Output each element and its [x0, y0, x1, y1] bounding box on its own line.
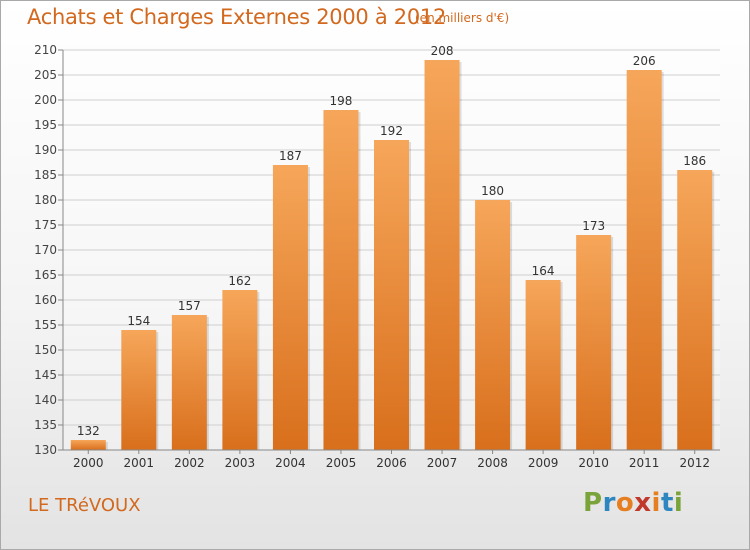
bar-2009: [525, 280, 561, 450]
y-tick-label: 180: [34, 193, 57, 207]
proxiti-logo: Proxiti: [583, 488, 684, 518]
y-tick-label: 170: [34, 243, 57, 257]
y-tick-label: 135: [34, 418, 57, 432]
y-tick-label: 140: [34, 393, 57, 407]
value-label: 186: [683, 154, 706, 168]
x-tick-label: 2010: [578, 456, 609, 470]
chart-title: Achats et Charges Externes 2000 à 2012: [27, 5, 447, 29]
y-tick-label: 165: [34, 268, 57, 282]
y-tick-label: 130: [34, 443, 57, 457]
y-tick-label: 145: [34, 368, 57, 382]
value-label: 192: [380, 124, 403, 138]
x-tick-label: 2009: [528, 456, 559, 470]
bar-2008: [475, 200, 511, 450]
y-tick-label: 185: [34, 168, 57, 182]
place-name: LE TRéVOUX: [28, 495, 141, 516]
bar-2001: [121, 330, 157, 450]
y-tick-label: 205: [34, 68, 57, 82]
x-tick-label: 2012: [679, 456, 710, 470]
x-tick-label: 2006: [376, 456, 407, 470]
x-tick-label: 2003: [225, 456, 256, 470]
bar-2007: [424, 60, 460, 450]
y-tick-label: 160: [34, 293, 57, 307]
y-tick-label: 200: [34, 93, 57, 107]
y-tick-label: 175: [34, 218, 57, 232]
x-tick-label: 2004: [275, 456, 306, 470]
y-tick-label: 210: [34, 43, 57, 57]
value-label: 173: [582, 219, 605, 233]
bar-2002: [171, 315, 207, 450]
x-tick-label: 2002: [174, 456, 205, 470]
y-tick-label: 195: [34, 118, 57, 132]
value-label: 162: [228, 274, 251, 288]
bar-2003: [222, 290, 258, 450]
y-tick-label: 150: [34, 343, 57, 357]
value-label: 198: [330, 94, 353, 108]
x-tick-label: 2008: [477, 456, 508, 470]
bar-2005: [323, 110, 359, 450]
x-tick-label: 2000: [73, 456, 104, 470]
bar-2011: [626, 70, 662, 450]
bar-2000: [70, 440, 106, 450]
x-tick-label: 2007: [427, 456, 458, 470]
y-tick-label: 155: [34, 318, 57, 332]
value-label: 154: [127, 314, 150, 328]
value-label: 206: [633, 54, 656, 68]
bar-2012: [677, 170, 713, 450]
value-label: 208: [431, 44, 454, 58]
value-label: 164: [532, 264, 555, 278]
bar-2004: [272, 165, 308, 450]
x-tick-label: 2005: [326, 456, 357, 470]
x-tick-label: 2011: [629, 456, 660, 470]
bar-2010: [576, 235, 612, 450]
value-label: 187: [279, 149, 302, 163]
value-label: 180: [481, 184, 504, 198]
x-tick-label: 2001: [124, 456, 155, 470]
bar-2006: [374, 140, 409, 450]
y-tick-label: 190: [34, 143, 57, 157]
unit-label: (en milliers d'€): [415, 11, 510, 25]
value-label: 132: [77, 424, 100, 438]
value-label: 157: [178, 299, 201, 313]
